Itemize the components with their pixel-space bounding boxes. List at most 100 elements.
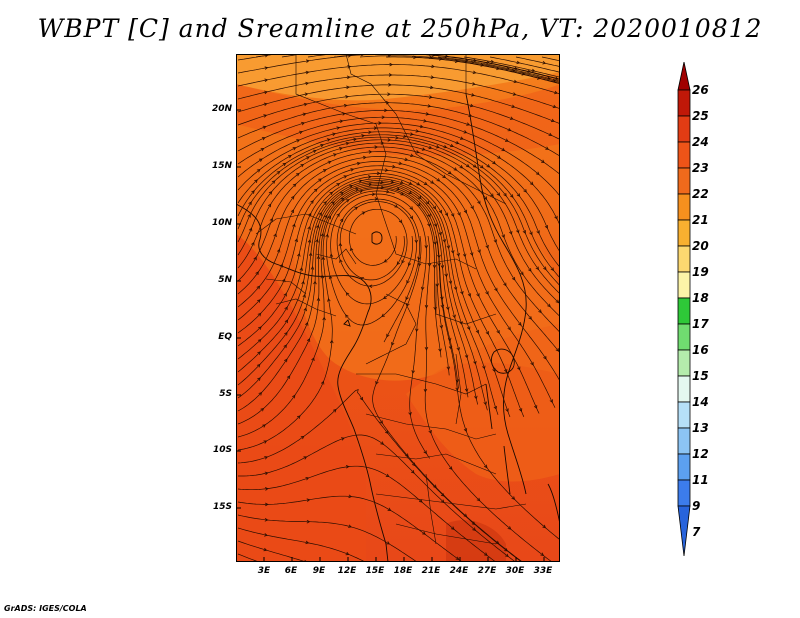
- streamline-arrow: [262, 424, 266, 428]
- streamline-arrow: [450, 143, 454, 148]
- wbpt-fill-atlantic: [236, 234, 366, 562]
- streamline-arrow: [476, 293, 480, 297]
- streamline-arrow: [430, 180, 435, 184]
- lat-label-10n: 10N: [211, 218, 232, 228]
- streamline-arrow: [306, 338, 311, 342]
- streamline-arrow: [302, 293, 306, 298]
- streamline-arrow: [368, 130, 372, 135]
- streamline: [237, 495, 463, 562]
- colorbar-swatch: [677, 141, 691, 169]
- streamline-arrow: [350, 168, 355, 172]
- streamline: [237, 514, 418, 562]
- streamline-arrow: [410, 153, 414, 158]
- streamline-arrow: [438, 231, 443, 236]
- streamline-arrow: [305, 59, 310, 63]
- streamline-arrow: [305, 70, 310, 75]
- streamline: [237, 110, 560, 175]
- map-canvas: [236, 54, 560, 562]
- streamline-arrow: [423, 119, 428, 123]
- streamline-arrow: [457, 212, 461, 216]
- streamline-arrow: [291, 195, 295, 200]
- map-panel: [236, 54, 560, 562]
- streamline-arrow: [555, 299, 560, 304]
- streamline-arrow: [329, 253, 334, 258]
- streamline-arrow: [320, 380, 325, 385]
- streamline-arrow: [460, 290, 464, 295]
- streamline-arrow: [427, 263, 432, 267]
- streamline-arrow: [315, 224, 320, 229]
- colorbar-top-arrow: [677, 62, 691, 91]
- colorbar-tick-label: 18: [692, 291, 709, 305]
- streamline: [237, 116, 560, 197]
- streamline-arrow: [260, 148, 265, 152]
- streamline-arrow: [265, 502, 269, 507]
- streamline-arrow: [440, 296, 444, 301]
- streamline-arrow: [320, 143, 325, 148]
- streamline-arrow: [455, 387, 459, 392]
- streamline-arrow: [385, 100, 390, 105]
- lon-label-27e: 27E: [477, 566, 497, 576]
- streamline-arrow: [497, 155, 501, 159]
- streamline-arrow: [263, 547, 268, 552]
- streamline-arrow: [464, 354, 469, 359]
- lat-label-20n: 20N: [211, 104, 232, 114]
- streamline-arrow: [382, 295, 387, 299]
- streamline-arrow: [399, 180, 404, 184]
- streamline-arrow: [320, 232, 325, 237]
- streamline-arrow: [403, 134, 407, 138]
- lake-malawi: [503, 445, 511, 495]
- streamline-arrow: [349, 247, 354, 252]
- wbpt-fill-south-patch: [446, 520, 506, 562]
- streamline-arrow: [368, 182, 373, 187]
- streamline-arrow: [264, 66, 269, 70]
- streamline: [237, 122, 560, 227]
- lat-label-15s: 15S: [212, 502, 232, 512]
- streamline-arrow: [483, 196, 488, 201]
- colorbar-tick-label: 12: [692, 447, 709, 461]
- streamline-arrow: [554, 90, 558, 95]
- streamlines: [237, 54, 560, 562]
- streamline-arrow: [326, 138, 331, 142]
- streamline-arrow: [374, 145, 379, 149]
- streamline-arrow: [339, 147, 343, 151]
- colorbar-tick-label: 26: [692, 83, 709, 97]
- coast-west-africa: [236, 203, 389, 562]
- streamline-arrow: [396, 186, 401, 191]
- streamline-arrow: [411, 370, 415, 374]
- streamline-arrow: [384, 108, 388, 113]
- streamline-arrow: [284, 358, 288, 363]
- streamline-arrow: [313, 188, 318, 193]
- colorbar-swatch: [677, 401, 691, 429]
- streamline-arrow: [520, 271, 524, 276]
- streamline-arrow: [548, 132, 553, 136]
- lon-label-15e: 15E: [365, 566, 385, 576]
- streamline-arrow: [423, 450, 427, 455]
- colorbar-tick-label: 15: [692, 369, 709, 383]
- streamline-arrow: [483, 401, 487, 406]
- colorbar-swatch: [677, 323, 691, 351]
- streamline-arrow: [329, 339, 334, 344]
- streamline-arrow: [381, 313, 385, 317]
- streamline-arrow: [390, 180, 395, 184]
- streamline-arrow: [283, 344, 287, 349]
- streamline-arrow: [260, 407, 265, 412]
- streamline-arrow: [463, 428, 468, 432]
- streamline-arrow: [258, 326, 262, 330]
- colorbar-tick-label: 17: [692, 317, 709, 331]
- streamline-arrow: [444, 212, 449, 217]
- streamline-arrow: [312, 149, 317, 154]
- streamline-arrow: [433, 306, 437, 311]
- streamline-arrow: [438, 57, 443, 61]
- streamline-arrow: [354, 206, 359, 211]
- streamline-arrow: [471, 82, 476, 86]
- colorbar-tick-label: 7: [692, 525, 701, 539]
- streamline-arrow: [301, 280, 305, 285]
- streamline-arrow: [408, 190, 413, 195]
- streamline-arrow: [444, 54, 449, 58]
- streamline-arrow: [304, 92, 309, 97]
- streamline-arrow: [325, 233, 329, 238]
- lon-label-9e: 9E: [312, 566, 326, 576]
- streamline-arrow: [406, 302, 410, 307]
- streamline-arrow: [387, 138, 392, 142]
- streamline-arrow: [516, 229, 520, 234]
